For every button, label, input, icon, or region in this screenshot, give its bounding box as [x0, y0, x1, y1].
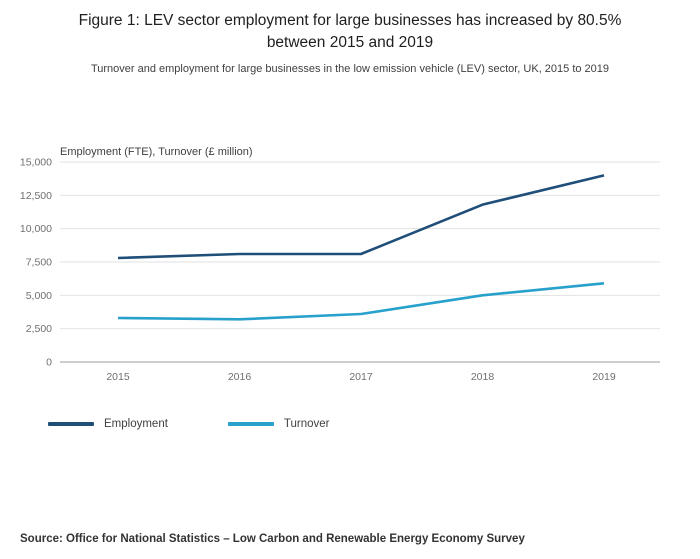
legend-item-turnover: Turnover	[227, 418, 330, 430]
x-tick-label: 2015	[106, 371, 130, 383]
series-line-employment	[117, 174, 605, 260]
legend-label-employment: Employment	[104, 418, 168, 430]
turnover-line-swatch	[227, 422, 274, 426]
y-tick-label: 15,000	[20, 157, 52, 169]
chart-subtitle: Turnover and employment for large busine…	[90, 63, 610, 76]
legend-item-employment: Employment	[48, 418, 168, 430]
x-tick-label: 2017	[349, 371, 373, 383]
y-tick-label: 2,500	[26, 323, 52, 335]
line-chart: 0 2,500 5,000 7,500 10,000 12,500 15,000 2015 20…	[20, 157, 660, 383]
y-tick-label: 12,500	[20, 190, 52, 202]
x-tick-label: 2018	[471, 371, 495, 383]
series-line-turnover	[117, 282, 605, 321]
y-tick-label: 5,000	[26, 290, 52, 302]
y-tick-label: 10,000	[20, 223, 52, 235]
employment-line-swatch	[48, 422, 94, 426]
plot-area: 0 2,500 5,000 7,500 10,000 12,500 15,000 2015 20…	[0, 150, 700, 390]
y-tick-label: 0	[46, 357, 52, 369]
source-attribution: Source: Office for National Statistics –…	[20, 533, 525, 545]
axis-unit-label: Employment (FTE), Turnover (£ million)	[60, 146, 253, 158]
legend-label-turnover: Turnover	[283, 418, 330, 430]
chart-title: Figure 1: LEV sector employment for larg…	[78, 12, 622, 51]
x-tick-label: 2019	[592, 371, 616, 383]
y-tick-label: 7,500	[26, 257, 52, 269]
chart-legend: Employment Turnover	[48, 418, 330, 430]
x-tick-label: 2016	[228, 371, 252, 383]
